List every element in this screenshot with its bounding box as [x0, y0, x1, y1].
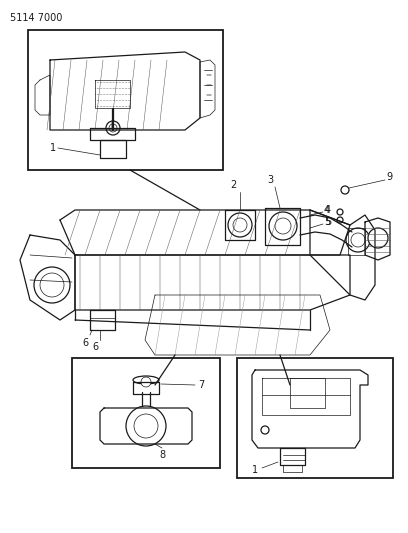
Text: 4: 4: [324, 205, 330, 215]
Circle shape: [109, 124, 117, 132]
Text: 6: 6: [92, 342, 98, 352]
Circle shape: [126, 406, 166, 446]
Circle shape: [275, 218, 291, 234]
Text: 1: 1: [50, 143, 56, 153]
Circle shape: [134, 414, 158, 438]
Text: 3: 3: [267, 175, 273, 185]
Circle shape: [34, 267, 70, 303]
Ellipse shape: [133, 376, 159, 384]
Text: 6: 6: [82, 338, 88, 348]
Circle shape: [228, 213, 252, 237]
Circle shape: [368, 228, 388, 248]
Circle shape: [233, 218, 247, 232]
Bar: [72, 358, 220, 468]
Text: 7: 7: [198, 380, 204, 390]
Text: 5: 5: [324, 217, 330, 227]
Circle shape: [341, 186, 349, 194]
Text: 5114 7000: 5114 7000: [10, 13, 62, 23]
Circle shape: [106, 121, 120, 135]
Text: 5: 5: [325, 217, 331, 227]
Text: 4: 4: [325, 205, 331, 215]
Text: 9: 9: [386, 172, 392, 182]
Text: 2: 2: [230, 180, 236, 190]
Circle shape: [337, 217, 343, 223]
Text: 8: 8: [159, 450, 165, 460]
Bar: [237, 358, 393, 478]
Text: 1: 1: [252, 465, 258, 475]
Circle shape: [141, 377, 151, 387]
Bar: [28, 30, 223, 170]
Circle shape: [269, 212, 297, 240]
Circle shape: [337, 209, 343, 215]
Circle shape: [351, 233, 365, 247]
Circle shape: [346, 228, 370, 252]
Circle shape: [40, 273, 64, 297]
Circle shape: [261, 426, 269, 434]
